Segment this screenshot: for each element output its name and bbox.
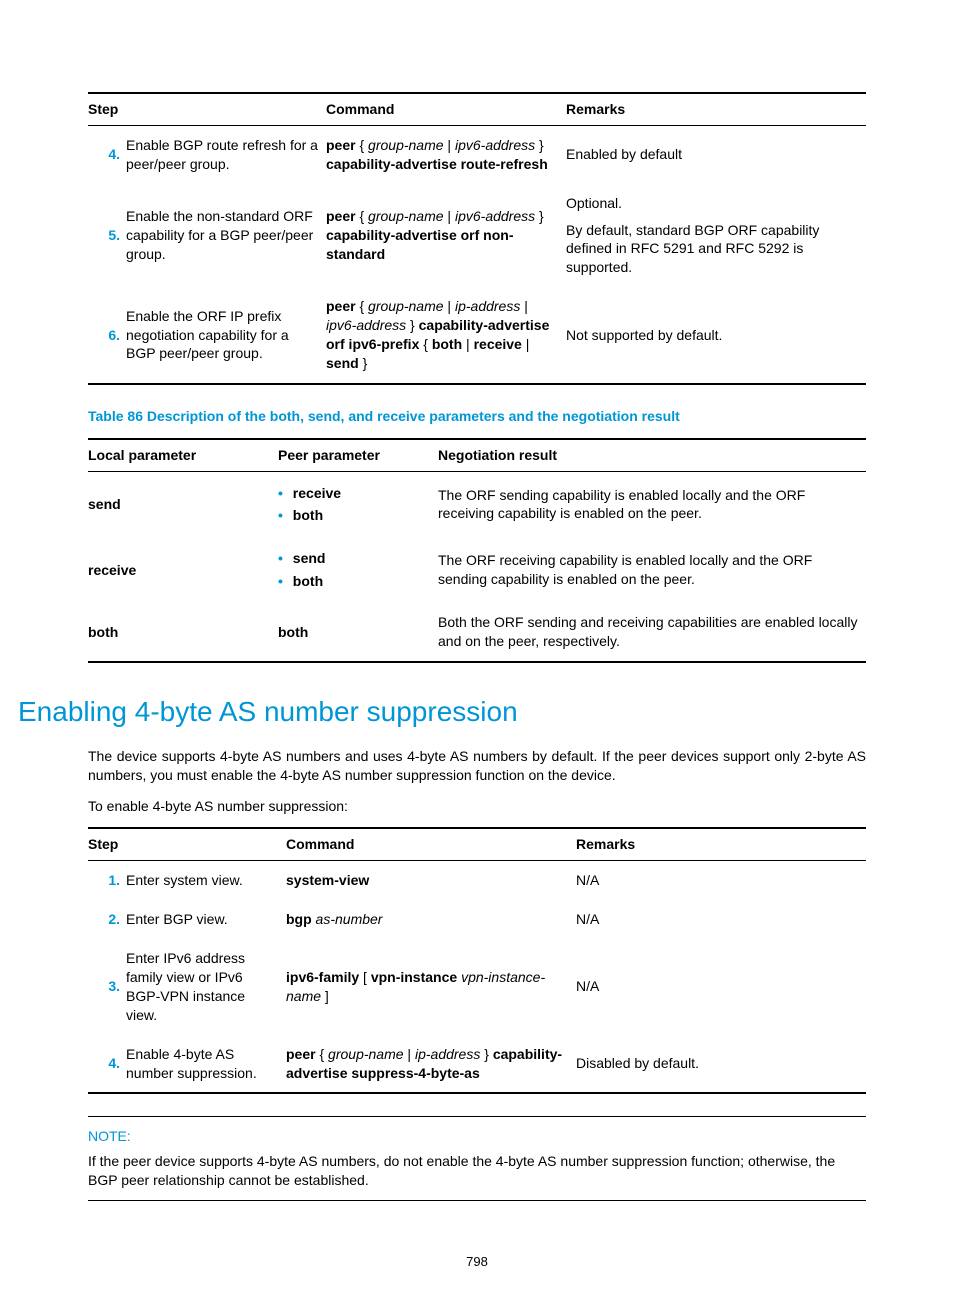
step-command: peer { group-name | ipv6-address } capab… [326, 184, 566, 288]
th-command: Command [286, 828, 576, 860]
table-row: 4.Enable 4-byte AS number suppression.pe… [88, 1035, 866, 1094]
step-remarks: N/A [576, 939, 866, 1035]
th-local: Local parameter [88, 439, 278, 471]
step-number: 1. [88, 861, 126, 900]
table-86-caption: Table 86 Description of the both, send, … [88, 407, 866, 426]
table-row: 3.Enter IPv6 address family view or IPv6… [88, 939, 866, 1035]
note-box: NOTE: If the peer device supports 4-byte… [88, 1116, 866, 1201]
local-param: send [88, 471, 278, 537]
step-number: 5. [88, 184, 126, 288]
step-desc: Enter system view. [126, 861, 286, 900]
section-heading-4byte-as: Enabling 4-byte AS number suppression [18, 693, 866, 731]
table-4byte-as-steps: Step Command Remarks 1.Enter system view… [88, 827, 866, 1094]
step-desc: Enter BGP view. [126, 900, 286, 939]
th-remarks: Remarks [566, 93, 866, 125]
step-desc: Enable 4-byte AS number suppression. [126, 1035, 286, 1094]
th-step: Step [88, 828, 286, 860]
step-desc: Enable BGP route refresh for a peer/peer… [126, 125, 326, 183]
table-row: 6.Enable the ORF IP prefix negotiation c… [88, 287, 866, 384]
negotiation-result: The ORF receiving capability is enabled … [438, 537, 866, 603]
table-row: receivesendbothThe ORF receiving capabil… [88, 537, 866, 603]
local-param: receive [88, 537, 278, 603]
th-peer: Peer parameter [278, 439, 438, 471]
table-row: sendreceivebothThe ORF sending capabilit… [88, 471, 866, 537]
th-neg: Negotiation result [438, 439, 866, 471]
step-command: peer { group-name | ipv6-address } capab… [326, 125, 566, 183]
step-command: peer { group-name | ip-address | ipv6-ad… [326, 287, 566, 384]
table-row: 4.Enable BGP route refresh for a peer/pe… [88, 125, 866, 183]
step-remarks: Enabled by default [566, 125, 866, 183]
note-text: If the peer device supports 4-byte AS nu… [88, 1152, 866, 1190]
step-remarks: N/A [576, 861, 866, 900]
page-number: 798 [88, 1253, 866, 1271]
step-remarks: Not supported by default. [566, 287, 866, 384]
table-row: 5.Enable the non-standard ORF capability… [88, 184, 866, 288]
local-param: both [88, 603, 278, 662]
table-row: 1.Enter system view.system-viewN/A [88, 861, 866, 900]
page: Step Command Remarks 4.Enable BGP route … [0, 0, 954, 1311]
th-step: Step [88, 93, 326, 125]
step-command: peer { group-name | ip-address } capabil… [286, 1035, 576, 1094]
step-remarks: N/A [576, 900, 866, 939]
peer-param: receiveboth [278, 471, 438, 537]
step-number: 4. [88, 125, 126, 183]
peer-param: both [278, 603, 438, 662]
step-desc: Enable the ORF IP prefix negotiation cap… [126, 287, 326, 384]
peer-param: sendboth [278, 537, 438, 603]
table-86-negotiation: Local parameter Peer parameter Negotiati… [88, 438, 866, 663]
step-number: 4. [88, 1035, 126, 1094]
section-para-2: To enable 4-byte AS number suppression: [88, 797, 866, 816]
table-bgp-orf-steps: Step Command Remarks 4.Enable BGP route … [88, 92, 866, 385]
note-title: NOTE: [88, 1127, 866, 1146]
step-number: 6. [88, 287, 126, 384]
step-desc: Enter IPv6 address family view or IPv6 B… [126, 939, 286, 1035]
step-remarks: Disabled by default. [576, 1035, 866, 1094]
th-remarks: Remarks [576, 828, 866, 860]
negotiation-result: Both the ORF sending and receiving capab… [438, 603, 866, 662]
step-command: system-view [286, 861, 576, 900]
table-row: 2.Enter BGP view.bgp as-numberN/A [88, 900, 866, 939]
th-command: Command [326, 93, 566, 125]
step-command: bgp as-number [286, 900, 576, 939]
step-command: ipv6-family [ vpn-instance vpn-instance-… [286, 939, 576, 1035]
step-number: 2. [88, 900, 126, 939]
step-desc: Enable the non-standard ORF capability f… [126, 184, 326, 288]
step-remarks: Optional.By default, standard BGP ORF ca… [566, 184, 866, 288]
negotiation-result: The ORF sending capability is enabled lo… [438, 471, 866, 537]
step-number: 3. [88, 939, 126, 1035]
section-para-1: The device supports 4-byte AS numbers an… [88, 747, 866, 785]
table-row: bothbothBoth the ORF sending and receivi… [88, 603, 866, 662]
